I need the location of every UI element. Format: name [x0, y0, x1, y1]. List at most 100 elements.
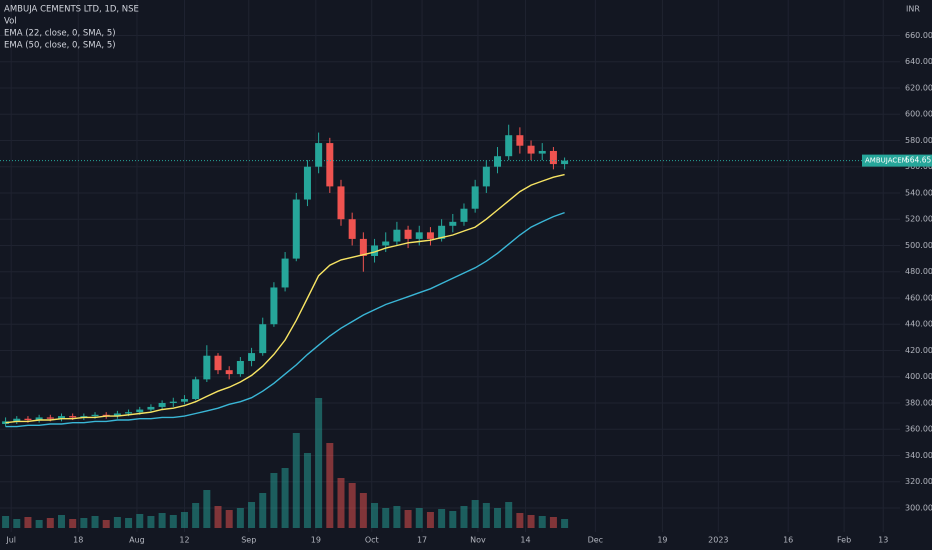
y-tick-label: 660.00: [905, 31, 932, 40]
candle-body: [494, 156, 502, 167]
legend-entry: EMA (50, close, 0, SMA, 5): [4, 41, 116, 51]
y-tick-label: 500.00: [905, 241, 932, 250]
volume-bar: [561, 519, 569, 528]
volume-label: Vol: [4, 17, 17, 27]
candle-body: [393, 229, 401, 242]
x-tick-label: 2023: [708, 536, 728, 545]
x-tick-label: Aug: [129, 536, 145, 545]
volume-bar: [24, 517, 32, 528]
volume-bar: [292, 433, 300, 528]
volume-bar: [549, 517, 557, 528]
y-tick-label: 300.00: [905, 503, 932, 512]
x-tick-label: 16: [783, 536, 793, 545]
candle-body: [549, 150, 557, 165]
candle-body: [315, 143, 323, 167]
legend: AMBUJA CEMENTS LTD, 1D, NSE Vol EMA (22,…: [4, 5, 139, 51]
candle-body: [505, 135, 513, 157]
axes: 300.00 320.00 340.00 360.00 380.00 400.00 420.…: [0, 31, 932, 545]
x-tick-label: Feb: [837, 536, 851, 545]
ema-line: [5, 211, 565, 428]
volume-bar: [91, 516, 99, 528]
candle-body: [426, 232, 434, 239]
volume-bar: [236, 508, 244, 528]
x-tick-label: 19: [311, 536, 321, 545]
legend-entry: EMA (22, close, 0, SMA, 5): [4, 29, 116, 39]
volume-bar: [393, 506, 401, 528]
candle-body: [225, 370, 233, 375]
candle-body: [482, 166, 490, 187]
volume-bar: [180, 512, 188, 528]
y-tick-label: 560.00: [905, 162, 932, 171]
candle-body: [516, 135, 524, 146]
candle-body: [359, 238, 367, 256]
candle-body: [527, 145, 535, 154]
candle-body: [236, 360, 244, 375]
volume-bar: [371, 503, 379, 528]
candle-body: [2, 421, 10, 424]
candle-body: [46, 417, 54, 419]
volume-bar: [326, 443, 334, 528]
candle-body: [449, 221, 457, 226]
y-tick-label: 420.00: [905, 346, 932, 355]
volume-bar: [404, 510, 412, 528]
volume-bar: [2, 516, 10, 528]
volume-bar: [449, 511, 457, 528]
candle-body: [337, 186, 345, 220]
volume-bar: [281, 468, 289, 528]
volume-bar: [315, 398, 323, 528]
volume-bar: [125, 518, 133, 528]
volume-bar: [337, 478, 345, 528]
candle-body: [13, 418, 21, 422]
volume-bar: [438, 509, 446, 528]
grid: [0, 0, 900, 532]
volume-bar: [102, 520, 110, 528]
candle-body: [147, 406, 155, 410]
candle-body: [214, 355, 222, 371]
currency-label: INR: [906, 5, 920, 14]
plot: [2, 124, 569, 428]
candle-body: [192, 379, 200, 400]
volume-bar: [494, 508, 502, 528]
volume-bar: [527, 515, 535, 528]
volume-bar: [214, 506, 222, 528]
candle-body: [460, 208, 468, 222]
symbol-tag: [862, 154, 932, 167]
y-tick-label: 580.00: [905, 136, 932, 145]
x-tick-label: 19: [657, 536, 667, 545]
volume-bar: [382, 508, 390, 528]
candle-body: [57, 416, 65, 419]
y-tick-label: 400.00: [905, 372, 932, 381]
candle-body: [24, 418, 32, 421]
candle-body: [203, 355, 211, 380]
candle-body: [382, 241, 390, 246]
volume-bar: [147, 516, 155, 528]
candle-body: [136, 409, 144, 413]
candle-body: [348, 219, 356, 239]
x-tick-label: 12: [179, 536, 189, 545]
volume-bar: [248, 502, 256, 528]
x-tick-label: Sep: [241, 536, 256, 545]
y-tick-label: 520.00: [905, 215, 932, 224]
y-tick-label: 480.00: [905, 267, 932, 276]
volume-bar: [415, 508, 423, 528]
ema-line: [5, 173, 565, 424]
candle-body: [538, 150, 546, 154]
volume-bar: [69, 519, 77, 528]
volume-pane: [2, 398, 569, 528]
candle-body: [248, 353, 256, 361]
candle-body: [91, 414, 99, 417]
x-tick-label: Dec: [588, 536, 603, 545]
volume-bar: [35, 520, 43, 528]
candle-body: [35, 417, 43, 421]
x-tick-label: 17: [417, 536, 427, 545]
volume-bar: [46, 518, 54, 528]
candle-body: [281, 258, 289, 288]
volume-bar: [158, 513, 166, 528]
x-tick-label: Oct: [365, 536, 379, 545]
x-tick-label: Jul: [5, 536, 16, 545]
volume-bar: [13, 519, 21, 528]
volume-bar: [259, 493, 267, 528]
volume-bar: [80, 518, 88, 528]
x-tick-label: 18: [73, 536, 83, 545]
